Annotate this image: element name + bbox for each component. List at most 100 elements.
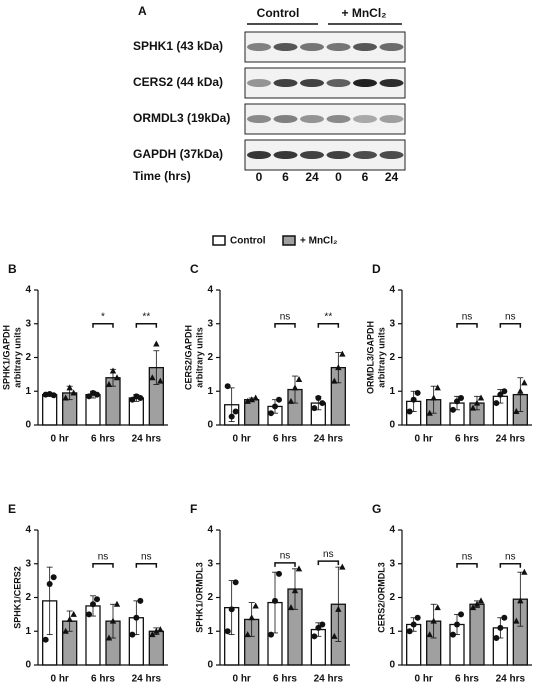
x-tick-label: 0 hr [50, 434, 68, 445]
y-tick-label: 3 [207, 318, 213, 329]
data-point [426, 409, 433, 416]
data-point [521, 379, 528, 386]
y-axis-label: arbitrary units [194, 327, 204, 388]
blot-band [273, 43, 298, 51]
blot-band [379, 79, 404, 87]
blot-band [300, 79, 324, 87]
y-axis-label: SPHK1/ORMDL3 [194, 562, 204, 633]
x-tick-label: 24 hrs [496, 674, 526, 685]
data-point [295, 565, 303, 572]
data-point [252, 394, 259, 401]
group-label: + MnCl₂ [342, 6, 387, 20]
data-point [469, 604, 477, 611]
significance-bracket [317, 560, 340, 566]
y-tick-label: 0 [207, 660, 213, 671]
panel-label: E [8, 502, 16, 516]
significance-label: ns [280, 311, 291, 322]
data-point [339, 350, 346, 357]
data-point [331, 377, 338, 384]
data-point [62, 394, 69, 401]
data-point [513, 408, 520, 414]
y-tick-label: 2 [207, 352, 213, 363]
bar [85, 393, 101, 426]
data-point [430, 394, 437, 401]
lane-time: 24 [385, 170, 399, 184]
panel-label: C [190, 262, 199, 276]
data-point [473, 600, 481, 607]
data-point [105, 634, 113, 641]
data-point [86, 393, 92, 400]
significance-bracket [499, 563, 522, 568]
x-tick-label: 0 hr [50, 674, 68, 685]
blot-band [326, 79, 351, 87]
data-point [70, 389, 77, 396]
y-tick-label: 0 [389, 660, 395, 671]
data-point [109, 617, 117, 624]
blot-frame [244, 103, 406, 135]
x-tick-label: 24 hrs [496, 434, 526, 445]
x-tick-label: 6 hrs [273, 674, 297, 685]
significance-bracket [499, 323, 522, 328]
data-point [521, 568, 528, 575]
data-point [410, 396, 417, 403]
x-tick-label: 24 hrs [132, 434, 162, 445]
y-tick-label: 4 [389, 285, 395, 296]
data-point [224, 628, 231, 635]
panel-label: G [372, 502, 381, 516]
bar [42, 393, 58, 426]
blot-row-label: GAPDH (37kDa) [133, 147, 223, 161]
data-point [430, 617, 437, 624]
data-point [109, 367, 117, 374]
significance-label: ** [324, 311, 332, 322]
y-tick-label: 0 [25, 660, 31, 671]
data-point [149, 374, 156, 381]
significance-label: ns [141, 551, 152, 562]
data-point [232, 579, 239, 586]
y-tick-label: 1 [25, 626, 31, 637]
data-point [272, 597, 278, 604]
x-tick-label: 6 hrs [455, 434, 479, 445]
significance-label: ns [505, 551, 516, 562]
blot-frame [244, 31, 406, 63]
blot-band [273, 151, 298, 159]
panel-label: B [8, 262, 17, 276]
data-point [86, 611, 92, 618]
data-point [454, 398, 460, 405]
significance-label: ns [323, 549, 334, 560]
y-tick-label: 0 [389, 420, 395, 431]
x-tick-label: 0 hr [232, 434, 250, 445]
data-point [94, 391, 100, 398]
x-tick-label: 6 hrs [91, 434, 115, 445]
x-tick-label: 0 hr [414, 434, 432, 445]
y-axis-label: CERS2/GAPDH [183, 325, 193, 390]
significance-bracket [135, 563, 158, 568]
blot-frame [244, 67, 406, 99]
data-point [248, 396, 255, 403]
data-point [153, 340, 160, 347]
legend-swatch [212, 235, 226, 246]
data-point [149, 631, 156, 638]
data-point [228, 413, 235, 420]
panel-label: A [138, 4, 147, 18]
x-tick-label: 0 hr [232, 674, 250, 685]
data-point [450, 406, 456, 413]
y-tick-label: 2 [389, 352, 395, 363]
data-point [291, 587, 299, 594]
data-point [157, 626, 164, 633]
data-point [153, 627, 160, 634]
data-point [113, 600, 121, 607]
data-point [129, 631, 136, 638]
data-point [319, 400, 326, 407]
y-axis-label: CERS2/ORMDL3 [376, 562, 386, 633]
data-point [268, 631, 274, 638]
data-point [517, 597, 524, 604]
blot-band [300, 43, 324, 51]
data-point [414, 614, 421, 621]
data-point [228, 606, 235, 613]
data-point [113, 374, 121, 381]
blot-row-label: CERS2 (44 kDa) [133, 75, 223, 89]
significance-label: * [101, 311, 105, 322]
y-tick-label: 4 [207, 285, 213, 296]
panel-label: D [372, 262, 381, 276]
data-point [450, 631, 456, 638]
